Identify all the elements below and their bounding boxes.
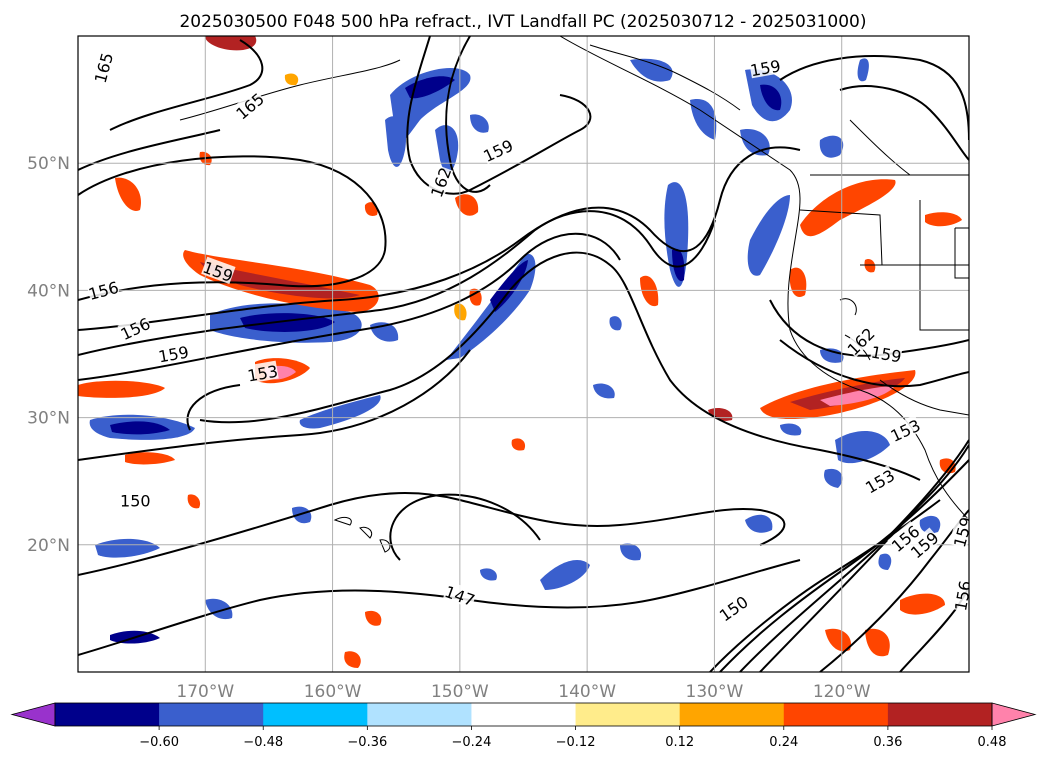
- contour-label-background: [480, 135, 516, 165]
- contour-label-background: [201, 256, 236, 284]
- contour-label-background: [231, 88, 267, 122]
- colorbar-segment: [783, 703, 889, 726]
- colorbar-segment: [679, 703, 785, 726]
- map-title: 2025030500 F048 500 hPa refract., IVT La…: [179, 12, 866, 32]
- contour-label: 150: [120, 491, 151, 510]
- contour-label-background: [715, 591, 751, 624]
- colorbar-tick-label: 0.36: [873, 735, 902, 750]
- contour-label-background: [887, 521, 922, 555]
- lat-tick-label: 30°N: [27, 409, 70, 429]
- contour-label-background: [89, 50, 116, 85]
- contour-label-background: [86, 276, 121, 303]
- contour-label-group: 159: [156, 341, 190, 367]
- colorbar-segment: [471, 703, 577, 726]
- contour-label-background: [246, 360, 279, 384]
- contour-label-background: [949, 515, 969, 549]
- colorbar-tick-label: 0.48: [978, 735, 1007, 750]
- contour-label-background: [843, 323, 878, 358]
- lon-tick-label: 120°W: [813, 682, 871, 702]
- lat-tick-label: 40°N: [27, 281, 70, 301]
- contour-label-background: [906, 527, 942, 561]
- contour-label-background: [748, 55, 782, 79]
- contour-label-background: [117, 313, 153, 343]
- colorbar-tick-label: 0.24: [769, 735, 798, 750]
- coastlines: [179, 36, 969, 553]
- negative-shading: [89, 58, 941, 644]
- colorbar-extend-high: [991, 702, 1037, 727]
- contour-label-background: [156, 341, 190, 365]
- lon-tick-label: 140°W: [558, 682, 616, 702]
- contour-label-background: [426, 164, 454, 200]
- longitude-tick-labels: 170°W 160°W 150°W 140°W 130°W 120°W: [176, 682, 870, 702]
- colorbar-tick-label: −0.60: [139, 735, 179, 750]
- colorbar-segment: [367, 703, 472, 726]
- colorbar-tick-label: −0.12: [556, 735, 596, 750]
- colorbar-tick-label: −0.48: [243, 735, 283, 750]
- colorbar-segment: [887, 703, 993, 726]
- contour-label-group: 150: [120, 490, 151, 510]
- contour-label-background: [887, 414, 923, 444]
- contour-label-group: 159: [949, 515, 976, 549]
- colorbar: −0.60 −0.48 −0.36 −0.24 −0.12 0.12 0.24 0.36 0.4…: [10, 702, 1037, 750]
- gridlines: [78, 36, 969, 672]
- lat-tick-label: 20°N: [27, 536, 70, 556]
- map-frame: [77, 35, 970, 673]
- contour-label-background: [861, 465, 897, 496]
- contour-label-background: [120, 490, 151, 509]
- colorbar-tick-label: −0.36: [347, 735, 387, 750]
- contour-label-group: 159: [748, 55, 782, 80]
- positive-shading: [78, 36, 962, 668]
- contour-label: 159: [950, 515, 976, 549]
- colorbar-tick-label: −0.24: [452, 735, 492, 750]
- lon-tick-label: 130°W: [686, 682, 744, 702]
- lon-tick-label: 160°W: [304, 682, 362, 702]
- contour-label-background: [870, 341, 903, 365]
- colorbar-segment: [159, 703, 264, 726]
- colorbar-extend-low: [10, 702, 56, 727]
- lat-tick-label: 50°N: [27, 154, 70, 174]
- colorbar-outline: [54, 702, 993, 727]
- contour-label: 156: [951, 579, 975, 612]
- contour-label-group: 156: [950, 579, 975, 612]
- latitude-tick-labels: 50°N 40°N 30°N 20°N: [27, 154, 70, 556]
- lon-tick-label: 170°W: [176, 682, 234, 702]
- colorbar-segment: [575, 703, 681, 726]
- contour-label-background: [443, 581, 478, 609]
- colorbar-segment: [263, 703, 368, 726]
- contour-label-background: [950, 579, 969, 612]
- colorbar-tick-label: 0.12: [665, 735, 694, 750]
- colorbar-segment: [55, 703, 160, 726]
- lon-tick-label: 150°W: [431, 682, 489, 702]
